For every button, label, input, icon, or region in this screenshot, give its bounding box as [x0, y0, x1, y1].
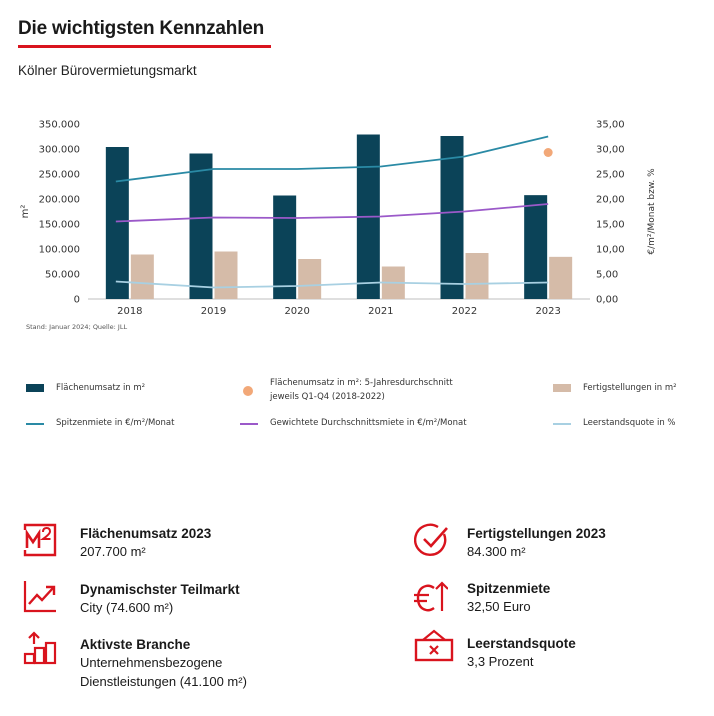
- y-tick-left: 350.000: [39, 120, 80, 131]
- kpi-value-leerstand: 3,3 Prozent: [467, 654, 534, 669]
- euro-up-icon: [414, 581, 448, 612]
- y-tick-right: 0,00: [596, 295, 618, 306]
- y-tick-right: 35,00: [596, 120, 625, 131]
- vacancy-sign-icon: [414, 629, 454, 662]
- legend-label-flaechenumsatz: Flächenumsatz in m²: [56, 383, 146, 393]
- y-tick-right: 30,00: [596, 145, 625, 156]
- bar-flaechenumsatz: [189, 153, 213, 299]
- legend-swatch-flaechenumsatz: [26, 384, 44, 392]
- kpi-value-flaechenumsatz: 207.700 m²: [80, 544, 146, 559]
- bar-fertigstellungen: [298, 259, 322, 299]
- y-tick-left: 0: [74, 295, 80, 306]
- title-underline: [18, 45, 271, 48]
- kpi-title-spitzenmiete: Spitzenmiete: [467, 581, 551, 596]
- y-tick-left: 50.000: [45, 270, 80, 281]
- kpi-title-flaechenumsatz: Flächenumsatz 2023: [80, 526, 212, 541]
- kpi-value-spitzenmiete: 32,50 Euro: [467, 599, 531, 614]
- y-tick-right: 25,00: [596, 170, 625, 181]
- legend-swatch-fertigstellungen: [553, 384, 571, 392]
- y-tick-left: 150.000: [39, 220, 80, 231]
- bar-flaechenumsatz: [524, 195, 548, 299]
- y-axis-label-right: €/m²/Monat bzw. %: [647, 168, 657, 255]
- y-tick-right: 20,00: [596, 195, 625, 206]
- bar-fertigstellungen: [214, 251, 238, 299]
- line-spitzenmiete: [115, 135, 549, 183]
- line-durchschnittsmiete: [115, 203, 549, 223]
- y-tick-right: 5,00: [596, 270, 618, 281]
- y-tick-right: 10,00: [596, 245, 625, 256]
- page-title: Die wichtigsten Kennzahlen: [18, 18, 265, 39]
- legend-label-durchschnitt-1: Flächenumsatz in m²: 5-Jahresdurchschnit…: [270, 378, 453, 388]
- m2-icon: [23, 523, 57, 557]
- kpi-value-branche-2: Dienstleistungen (41.100 m²): [80, 674, 247, 689]
- kpi-title-leerstand: Leerstandsquote: [467, 636, 576, 651]
- y-tick-left: 100.000: [39, 245, 80, 256]
- y-tick-left: 200.000: [39, 195, 80, 206]
- legend-label-leerstandsquote: Leerstandsquote in %: [583, 418, 676, 428]
- legend-swatch-leerstandsquote: [553, 423, 571, 425]
- legend-label-durchschnitt-2: jeweils Q1-Q4 (2018-2022): [270, 392, 385, 402]
- checkmark-icon: [414, 523, 448, 556]
- trend-chart-icon: [23, 581, 56, 613]
- y-tick-right: 15,00: [596, 220, 625, 231]
- kpi-title-branche: Aktivste Branche: [80, 637, 191, 652]
- bar-fertigstellungen: [130, 254, 154, 299]
- legend-label-spitzenmiete: Spitzenmiete in €/m²/Monat: [56, 418, 175, 428]
- page-subtitle: Kölner Bürovermietungsmarkt: [18, 63, 197, 78]
- bar-flaechenumsatz: [105, 147, 129, 299]
- kpi-value-branche-1: Unternehmensbezogene: [80, 655, 223, 670]
- kpi-value-fertigstellungen: 84.300 m²: [467, 544, 526, 559]
- point-5-year-average: [543, 148, 553, 157]
- line-leerstandsquote: [115, 280, 549, 289]
- legend-swatch-durchschnitt: [243, 386, 253, 396]
- y-axis-label-left: m²: [20, 205, 31, 219]
- x-tick-label: 2023: [535, 306, 560, 317]
- y-tick-left: 300.000: [39, 145, 80, 156]
- x-tick-label: 2022: [452, 306, 477, 317]
- bar-fertigstellungen: [465, 253, 489, 299]
- kpi-title-fertigstellungen: Fertigstellungen 2023: [467, 526, 606, 541]
- bar-flaechenumsatz: [440, 136, 464, 299]
- x-tick-label: 2020: [284, 306, 309, 317]
- bar-fertigstellungen: [549, 256, 573, 299]
- x-tick-label: 2018: [117, 306, 142, 317]
- kpi-title-teilmarkt: Dynamischster Teilmarkt: [80, 582, 240, 597]
- x-tick-label: 2021: [368, 306, 393, 317]
- kpi-value-teilmarkt: City (74.600 m²): [80, 600, 174, 615]
- bars-arrow-icon: [23, 631, 57, 665]
- bar-line-chart: 0 50.000 100.000 150.000 200.000 250.000 300.0…: [20, 120, 657, 332]
- y-tick-left: 250.000: [39, 170, 80, 181]
- bar-flaechenumsatz: [273, 195, 297, 299]
- legend-label-durchschnittsmiete: Gewichtete Durchschnittsmiete in €/m²/Mo…: [270, 418, 467, 428]
- source-note: Stand: Januar 2024; Quelle: JLL: [26, 323, 127, 331]
- legend-swatch-durchschnittsmiete: [240, 423, 258, 425]
- legend-label-fertigstellungen: Fertigstellungen in m²: [583, 383, 677, 393]
- x-tick-label: 2019: [201, 306, 226, 317]
- legend-swatch-spitzenmiete: [26, 423, 44, 425]
